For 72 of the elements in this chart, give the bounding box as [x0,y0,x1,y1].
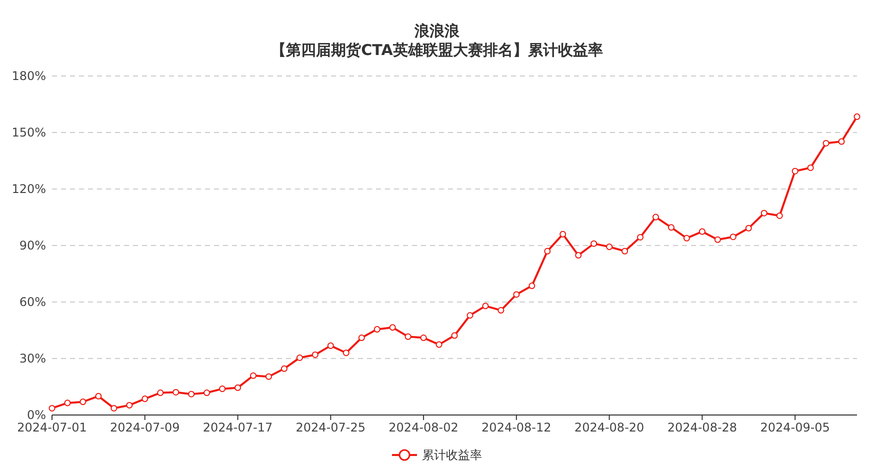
point [327,342,334,349]
point [64,400,71,406]
point [436,341,442,348]
y-tick-label: 180% [12,68,46,83]
point [482,302,489,310]
x-tick-label: 2024-07-25 [296,420,366,435]
point [142,396,148,402]
point [48,404,56,412]
point [776,212,783,219]
x-tick-label: 2024-07-17 [202,420,273,435]
point [126,402,133,408]
point [420,334,427,342]
y-tick-label: 60% [19,294,46,309]
point [683,234,690,242]
point [807,164,814,171]
y-tick-label: 0% [26,408,46,422]
point [389,324,396,331]
chart-title: 浪浪浪 [414,22,460,40]
point [219,386,226,392]
point [838,138,845,145]
point [637,234,644,240]
point [528,282,536,290]
point [854,113,860,120]
y-tick-label: 150% [12,125,46,140]
point [668,224,674,231]
x-tick-label: 2024-08-28 [667,420,738,435]
x-tick-label: 2024-09-05 [760,420,830,435]
point [172,388,180,396]
point [622,248,628,254]
point [560,230,566,238]
y-tick-label: 90% [19,238,46,252]
point [312,351,318,358]
x-tick-label: 2024-08-02 [388,420,458,435]
point [250,372,257,379]
point [652,214,660,220]
point [745,224,752,232]
point [575,252,582,259]
x-tick-label: 2024-07-09 [110,420,180,435]
point [822,140,830,146]
point [404,333,412,340]
point [265,373,272,380]
point [714,236,721,243]
chart-subtitle: 【第四届期货CTA英雄联盟大赛排名】累计收益率 [271,41,603,59]
point [95,392,102,400]
point [188,390,195,398]
point [358,334,365,342]
x-tick-label: 2024-07-01 [17,420,87,435]
point [544,248,551,254]
y-tick-label: 120% [12,182,46,196]
legend-label: 累计收益率 [422,448,482,462]
point [80,398,86,406]
point [204,390,210,396]
point [792,168,798,174]
point [374,326,380,333]
point [466,312,474,319]
point [760,210,768,216]
point [280,365,288,372]
x-tick-label: 2024-08-20 [574,420,644,435]
point [451,332,458,339]
point [606,244,613,250]
point [342,350,350,356]
point [498,307,504,314]
point [590,240,598,247]
y-tick-label: 30% [19,351,46,366]
point [296,354,303,362]
point [698,228,706,235]
x-tick-label: 2024-08-12 [482,420,552,435]
point [157,390,164,396]
point [513,291,520,298]
point [234,384,242,391]
point [730,234,736,240]
point [110,404,118,412]
